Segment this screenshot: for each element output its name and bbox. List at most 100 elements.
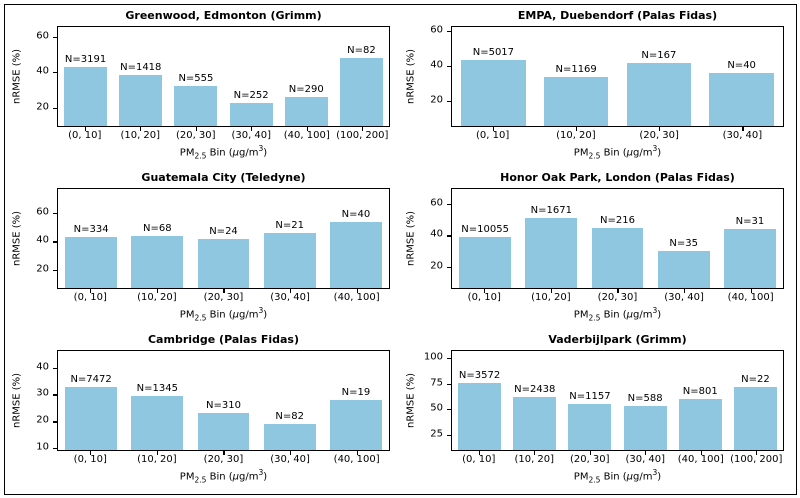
bar-count-label: N=7472	[70, 373, 112, 385]
x-tick-label: (20, 30]	[203, 454, 244, 465]
bar-slot: N=5017	[452, 27, 535, 126]
xlabel-unit: g/m	[239, 471, 259, 483]
bar-count-label: N=31	[735, 216, 765, 228]
y-tick-label: 20	[36, 263, 49, 275]
xlabel-unit: g/m	[633, 471, 653, 483]
x-tick: (30, 40]	[618, 451, 674, 466]
y-tick-label: 50	[430, 402, 443, 414]
bar-count-label: N=22	[741, 374, 770, 385]
x-tick-mark	[156, 289, 159, 293]
subplot-title: Greenwood, Edmonton (Grimm)	[125, 9, 322, 22]
bar-slot: N=40	[700, 27, 783, 126]
bar-slot: N=252	[224, 27, 279, 126]
x-tick-label: (100, 200]	[730, 454, 783, 465]
x-tick: (10, 20]	[113, 127, 169, 142]
plot-area: N=10055 N=1671 N=216 N=35 N=31	[451, 188, 784, 289]
subplot: nRMSE (%) 10 20 30 40 Cambridge (Palas Fida…	[6, 330, 400, 492]
x-tick-mark	[742, 127, 744, 131]
bar-slot: N=801	[673, 351, 728, 450]
bar	[263, 423, 316, 450]
x-tick: (10, 20]	[124, 289, 191, 304]
x-tick-mark	[484, 289, 486, 293]
y-axis-label: nRMSE (%)	[11, 48, 23, 105]
x-tick: (40, 100]	[279, 127, 335, 142]
bar-slot: N=19	[323, 351, 389, 450]
xlabel-pm: PM	[573, 471, 589, 483]
bar-slot: N=82	[334, 27, 389, 126]
x-tick-label: (10, 20]	[137, 454, 177, 465]
x-tick: (40, 100]	[673, 451, 729, 466]
x-tick-label: (30, 40]	[722, 130, 763, 141]
bar-slot: N=555	[168, 27, 223, 126]
bar-count-label: N=801	[682, 386, 718, 397]
bar-count-label: N=1418	[120, 61, 162, 73]
x-tick-mark	[750, 289, 752, 293]
x-tick: (30, 40]	[651, 289, 718, 304]
bar-slot: N=68	[124, 189, 190, 288]
bar	[339, 58, 383, 126]
x-tick-label: (30, 40]	[625, 454, 666, 465]
bar-slot: N=31	[717, 189, 783, 288]
xlabel-mu: μ	[232, 309, 240, 321]
xlabel-end: )	[263, 147, 268, 159]
bar-count-label: N=5017	[472, 47, 515, 59]
bar-count-label: N=1345	[136, 382, 178, 394]
bar	[263, 232, 316, 288]
x-tick-label: (40, 100]	[333, 454, 380, 465]
x-tick: (10, 20]	[534, 127, 617, 142]
x-axis-label: PM2.5 Bin (μg/m3)	[451, 466, 784, 486]
bar-slot: N=1418	[113, 27, 168, 126]
y-tick-mark	[53, 394, 57, 396]
x-tick: (20, 30]	[190, 451, 257, 466]
bar-count-label: N=19	[341, 386, 371, 398]
x-tick: (10, 20]	[507, 451, 563, 466]
bar-slot: N=1671	[518, 189, 584, 288]
subplot-title: Guatemala City (Teledyne)	[141, 171, 306, 184]
x-tick: (0, 10]	[57, 451, 124, 466]
x-tick-mark	[356, 451, 358, 455]
y-tick-mark	[447, 434, 451, 436]
x-tick-mark	[617, 289, 619, 293]
y-tick-mark	[53, 212, 57, 214]
bar-slot: N=3191	[58, 27, 113, 126]
bar	[626, 62, 692, 126]
bar-slot: N=216	[584, 189, 650, 288]
y-tick-label: 20	[430, 94, 443, 106]
bar	[330, 221, 382, 288]
bar-count-label: N=35	[669, 237, 698, 249]
x-tick-mark	[84, 127, 86, 131]
x-axis: (0, 10] (10, 20] (20, 30] (30, 40] (40, 100]	[57, 451, 390, 466]
x-tick-label: (20, 30]	[203, 292, 244, 303]
xlabel-mu: μ	[232, 471, 240, 483]
x-tick: (20, 30]	[584, 289, 651, 304]
x-tick-label: (20, 30]	[597, 292, 638, 303]
y-axis-label: nRMSE (%)	[405, 210, 417, 267]
bar-count-label: N=588	[627, 393, 663, 405]
bar-count-label: N=68	[143, 223, 172, 235]
y-tick-mark	[447, 383, 451, 385]
x-axis: (0, 10] (10, 20] (20, 30] (30, 40] (40, 100]	[57, 289, 390, 304]
x-axis: (0, 10] (10, 20] (20, 30] (30, 40] (40, 100]…	[451, 451, 784, 466]
x-tick-mark	[362, 127, 364, 131]
subplot-grid: nRMSE (%) 20 40 60 Greenwood, Edmonton (Gr…	[6, 6, 794, 492]
x-tick-label: (10, 20]	[531, 292, 571, 303]
xlabel-unit: g/m	[239, 309, 259, 321]
bar-count-label: N=216	[600, 214, 635, 226]
plot-area: N=3191 N=1418 N=555 N=252 N=290 N=82	[57, 26, 390, 127]
bar-slot: N=40	[323, 189, 389, 288]
xlabel-unit: g/m	[239, 147, 259, 159]
bar-slot: N=3572	[452, 351, 507, 450]
xlabel-superscript: 3	[652, 306, 658, 315]
y-axis-label: nRMSE (%)	[11, 210, 23, 267]
y-axis: 20 40 60	[418, 25, 451, 127]
plot-area: N=334 N=68 N=24 N=21 N=40	[57, 188, 390, 289]
x-tick: (20, 30]	[190, 289, 257, 304]
bar	[657, 250, 710, 288]
bar-slot: N=334	[58, 189, 124, 288]
xlabel-mu: μ	[626, 147, 634, 159]
xlabel-pm: PM	[179, 309, 195, 321]
y-axis: 10 20 30 40	[24, 350, 57, 452]
y-tick-label: 40	[430, 228, 443, 240]
bar-slot: N=10055	[452, 189, 518, 288]
xlabel-end: )	[657, 309, 662, 321]
